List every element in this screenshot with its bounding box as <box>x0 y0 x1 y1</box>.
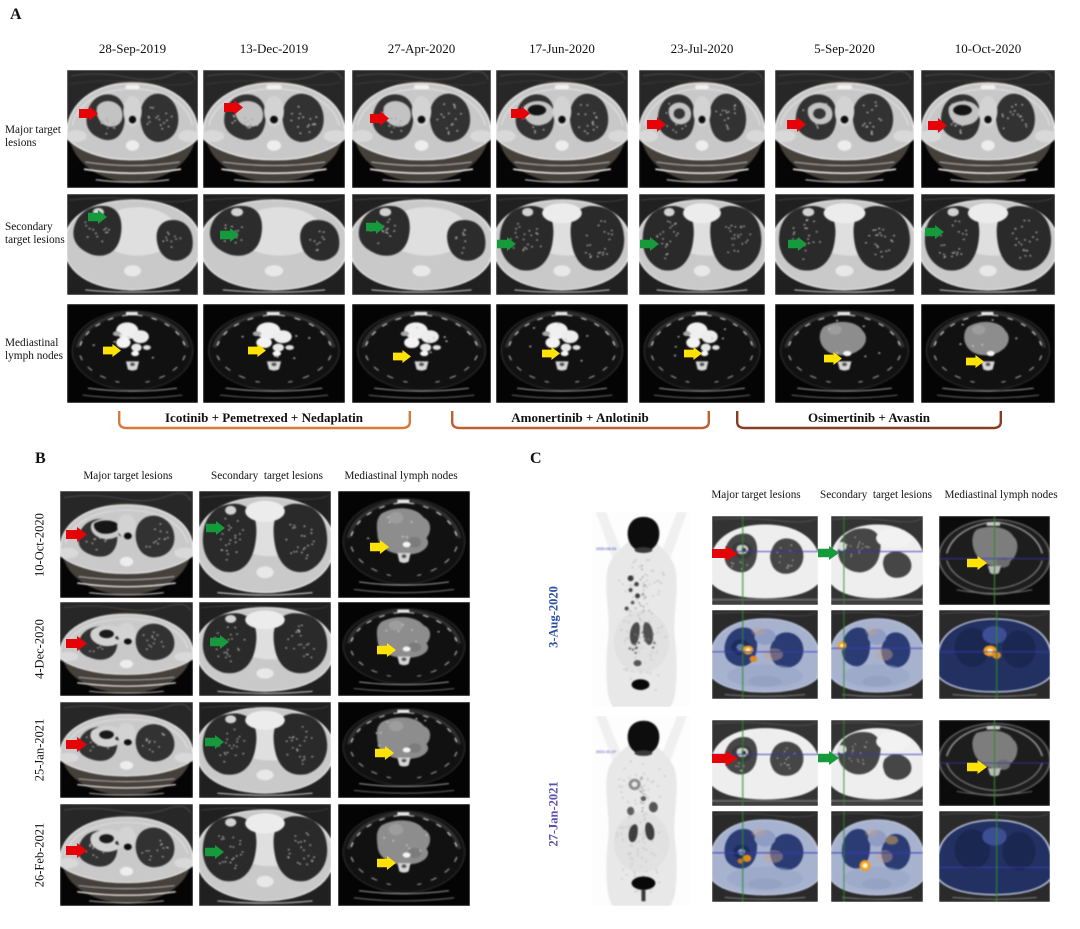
svg-text:2020-08-03: 2020-08-03 <box>596 546 617 551</box>
svg-text:2021-01-27: 2021-01-27 <box>596 749 616 754</box>
